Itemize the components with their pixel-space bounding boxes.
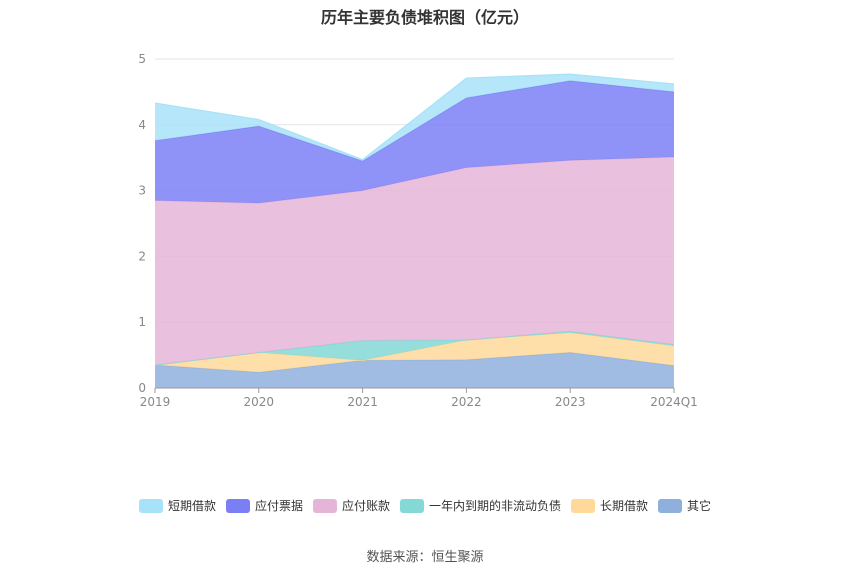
legend-item[interactable]: 短期借款 xyxy=(138,497,216,514)
y-tick-label: 5 xyxy=(138,52,146,66)
legend-item[interactable]: 其它 xyxy=(658,497,711,514)
area-series-0 xyxy=(155,352,674,388)
x-tick-label: 2023 xyxy=(555,395,586,409)
x-tick-label: 2020 xyxy=(244,395,275,409)
y-tick-label: 4 xyxy=(138,118,146,132)
area-edge-5 xyxy=(154,73,675,161)
legend-item[interactable]: 应付账款 xyxy=(312,497,390,514)
legend: 短期借款 应付票据 应付账款 一年内到期的非流动负债 长期借款 其它 xyxy=(0,497,850,514)
legend-label: 应付账款 xyxy=(341,499,390,513)
area-series-3 xyxy=(155,157,674,365)
area-series-4 xyxy=(155,80,674,204)
legend-label: 一年内到期的非流动负债 xyxy=(429,499,562,513)
legend-label: 短期借款 xyxy=(167,499,216,513)
legend-swatch xyxy=(400,498,424,513)
legend-swatch xyxy=(658,498,683,513)
area-series-2 xyxy=(155,331,674,365)
legend-swatch xyxy=(225,498,250,513)
area-series-1 xyxy=(155,332,674,373)
legend-swatch xyxy=(312,498,337,513)
legend-label: 长期借款 xyxy=(600,499,649,513)
x-tick-label: 2019 xyxy=(140,395,171,409)
y-tick-label: 0 xyxy=(138,381,146,395)
legend-item[interactable]: 应付票据 xyxy=(225,497,303,514)
legend-swatch xyxy=(138,498,163,513)
source-note: 数据来源：恒生聚源 xyxy=(366,550,484,565)
chart-title: 历年主要负债堆积图（亿元） xyxy=(320,8,529,27)
legend-label: 应付票据 xyxy=(254,499,303,513)
legend-swatch xyxy=(571,498,596,513)
x-tick-label: 2021 xyxy=(347,395,378,409)
x-tick-label: 2024Q1 xyxy=(650,395,698,409)
area-edge-4 xyxy=(154,80,675,162)
y-tick-label: 1 xyxy=(138,315,146,329)
x-tick-label: 2022 xyxy=(451,395,482,409)
area-edge-2 xyxy=(154,330,675,366)
legend-item[interactable]: 长期借款 xyxy=(571,497,648,514)
y-tick-label: 2 xyxy=(138,249,146,263)
area-series-5 xyxy=(155,74,674,161)
legend-item[interactable]: 一年内到期的非流动负债 xyxy=(400,497,561,514)
y-tick-label: 3 xyxy=(138,184,146,198)
legend-label: 其它 xyxy=(687,499,712,513)
